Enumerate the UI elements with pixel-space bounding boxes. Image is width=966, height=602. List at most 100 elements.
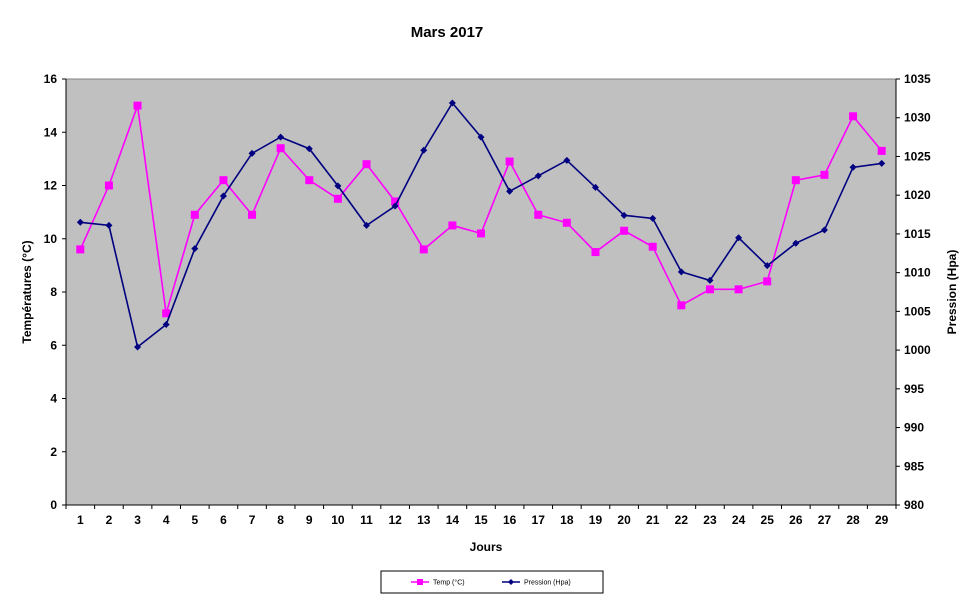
x-tick-label: 17 [532, 513, 546, 527]
data-point-square [419, 245, 428, 254]
data-point-diamond [305, 145, 313, 153]
data-point-square [820, 170, 829, 179]
data-point-square [76, 245, 85, 254]
legend-box [380, 570, 604, 594]
x-tick-label: 4 [163, 513, 170, 527]
x-tick-label: 20 [617, 513, 631, 527]
x-tick-label: 5 [191, 513, 198, 527]
data-point-square [620, 226, 629, 235]
legend-label: Pression (Hpa) [524, 580, 571, 587]
x-tick-label: 27 [818, 513, 832, 527]
data-point-diamond [506, 187, 514, 195]
right-tick-label: 1005 [904, 304, 931, 318]
data-point-diamond [706, 276, 714, 284]
x-tick-label: 11 [360, 513, 373, 527]
right-tick-label: 1020 [904, 188, 931, 202]
x-tick-label: 22 [675, 513, 689, 527]
data-point-square [734, 285, 743, 294]
left-tick-label: 4 [50, 392, 57, 406]
x-tick-label: 26 [789, 513, 803, 527]
x-tick-label: 1 [77, 513, 84, 527]
data-point-diamond [277, 133, 285, 141]
data-point-diamond [591, 183, 599, 191]
series-layer [76, 99, 886, 351]
x-tick-label: 8 [277, 513, 284, 527]
data-point-diamond [763, 262, 771, 270]
data-point-diamond [677, 268, 685, 276]
left-tick-label: 10 [44, 232, 58, 246]
data-point-square [190, 210, 199, 219]
x-axis: 1 2 3 4 5 6 7 8 9 10 11 12 13 14 15 16 17 18 19 20 21 22 23 24 2… [65, 504, 897, 527]
data-point-diamond [820, 226, 828, 234]
chart-title: Mars 2017 [411, 24, 484, 41]
x-tick-label: 14 [446, 513, 460, 527]
data-point-diamond [792, 239, 800, 247]
data-point-diamond [563, 156, 571, 164]
data-point-square [162, 309, 171, 318]
data-point-square [133, 101, 142, 110]
right-axis: 980 985 990 995 1000 1005 1010 1015 1020 1025 1030… [895, 72, 931, 512]
data-point-square [104, 181, 113, 190]
x-tick-label: 18 [560, 513, 574, 527]
data-point-diamond [420, 146, 428, 154]
data-point-square [591, 248, 600, 257]
x-tick-label: 15 [474, 513, 488, 527]
data-point-square [477, 229, 485, 238]
right-tick-label: 1000 [904, 343, 931, 357]
data-point-diamond [391, 202, 399, 210]
x-axis-label: Jours [470, 540, 503, 554]
data-point-diamond [334, 182, 342, 190]
data-point-square [562, 218, 571, 227]
data-point-diamond [878, 159, 886, 167]
x-tick-label: 9 [306, 513, 313, 527]
data-point-diamond [162, 321, 170, 329]
right-tick-label: 1035 [904, 72, 931, 86]
x-tick-label: 13 [417, 513, 431, 527]
data-point-diamond [849, 163, 857, 171]
x-tick-label: 7 [249, 513, 256, 527]
data-point-square [448, 221, 457, 230]
legend-label: Temp (°C) [433, 579, 465, 587]
right-tick-label: 985 [904, 459, 924, 473]
y-axis-left-label: Températures (°C) [20, 240, 34, 343]
data-point-diamond [134, 343, 142, 351]
x-tick-label: 24 [732, 513, 746, 527]
right-tick-label: 1010 [904, 266, 931, 280]
right-tick-label: 1015 [904, 227, 931, 241]
data-point-diamond [448, 99, 456, 107]
right-tick-label: 1025 [904, 149, 931, 163]
data-point-diamond [219, 192, 227, 200]
left-tick-label: 0 [50, 498, 57, 512]
data-point-diamond [477, 133, 485, 141]
x-tick-label: 19 [589, 513, 603, 527]
x-tick-label: 3 [134, 513, 141, 527]
left-tick-label: 12 [44, 179, 58, 193]
x-tick-label: 25 [761, 513, 775, 527]
data-point-diamond [735, 234, 743, 242]
right-tick-label: 1030 [904, 111, 931, 125]
legend-marker-diamond [508, 579, 514, 585]
left-tick-label: 2 [50, 445, 57, 459]
left-tick-label: 16 [44, 72, 58, 86]
data-point-square [505, 157, 514, 166]
data-point-square [362, 160, 371, 169]
data-point-square [333, 194, 342, 203]
data-point-square [276, 144, 285, 153]
right-tick-label: 990 [904, 421, 924, 435]
data-point-diamond [191, 245, 199, 253]
data-point-diamond [363, 221, 371, 229]
data-point-square [648, 242, 657, 251]
left-tick-label: 6 [50, 338, 57, 352]
plot-area [65, 78, 897, 506]
data-point-square [849, 112, 858, 121]
right-tick-label: 995 [904, 382, 924, 396]
x-tick-label: 6 [220, 513, 227, 527]
data-point-square [219, 176, 228, 185]
right-tick-label: 980 [904, 498, 924, 512]
data-point-square [763, 277, 772, 286]
data-point-square [705, 285, 714, 294]
x-tick-label: 28 [846, 513, 860, 527]
data-point-diamond [620, 211, 628, 219]
x-tick-label: 21 [646, 513, 660, 527]
data-point-diamond [105, 221, 113, 229]
